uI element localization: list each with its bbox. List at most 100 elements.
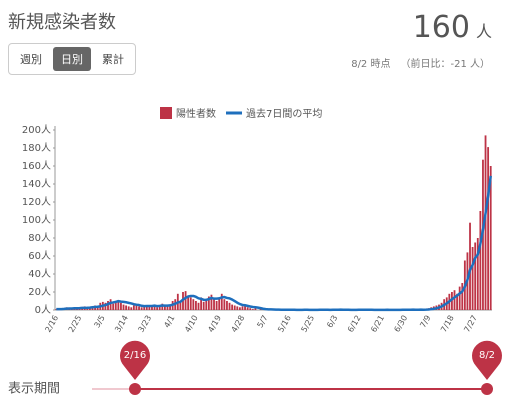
bar [489,166,492,310]
bar [148,305,151,310]
x-tick-label: 5/16 [276,314,293,334]
bar [215,301,218,310]
x-tick-label: 2/16 [43,314,60,334]
bar [197,302,200,310]
y-tick-label: 140人 [22,178,51,190]
bar [233,305,236,310]
x-tick-label: 3/14 [113,314,130,334]
bar [166,305,169,310]
bar [220,293,223,310]
day-diff: （前日比：-21 人） [400,59,490,70]
bar [169,304,171,310]
y-tick-label: 0人 [35,304,51,316]
x-tick-label: 4/19 [206,314,223,334]
bar [96,307,99,310]
x-tick-label: 7/9 [418,314,432,330]
bar [456,293,458,310]
as-of-date: 8/2 時点 [351,59,391,70]
x-tick-label: 3/23 [137,314,154,334]
bar [117,300,120,310]
x-tick-label: 4/10 [183,314,200,334]
x-tick-label: 4/28 [230,314,247,334]
bar [161,303,164,310]
tab-group: 週別 日別 累計 [8,43,136,75]
bar [479,211,482,310]
bar [205,300,208,310]
bar [156,307,159,310]
x-tick-label: 6/12 [346,314,363,334]
y-tick-label: 60人 [28,250,51,262]
legend-label: 陽性者数 [176,107,216,120]
bar [151,306,153,310]
bar [238,307,241,310]
slider-handle[interactable] [129,383,141,395]
y-tick-label: 80人 [28,232,51,244]
bar [184,291,187,310]
tab[interactable]: 累計 [102,53,124,66]
bar [259,309,262,310]
x-tick-label: 7/18 [439,314,456,334]
count-value: 160 [412,10,470,45]
y-tick-label: 40人 [28,268,51,280]
bar [236,306,239,310]
x-tick-label: 6/30 [392,314,409,334]
bar [189,297,192,310]
bar [451,292,453,310]
bar [158,305,161,310]
bar [104,302,107,310]
bar [254,308,257,310]
x-tick-label: 4/1 [162,314,176,330]
bar [213,299,215,310]
tab[interactable]: 日別 [53,47,91,71]
bar [210,294,213,310]
bar [474,242,477,310]
current-count: 160 人 [413,10,492,45]
period-end: 8/2 [479,350,495,361]
bar [125,305,128,310]
bar [471,247,474,310]
bar [122,304,125,310]
bar [226,301,228,310]
y-tick-label: 120人 [22,196,51,208]
x-tick-label: 6/3 [325,314,339,330]
slider-pin [471,340,503,380]
bar [461,283,464,310]
bar [127,306,130,310]
bar [249,308,252,310]
bar [132,305,135,310]
bar [244,304,246,310]
tab[interactable]: 週別 [20,53,42,66]
bar [153,304,156,310]
bar [453,290,456,310]
bar [187,296,190,310]
bar [138,306,140,310]
bar [140,307,143,310]
bar [223,299,226,310]
x-tick-label: 2/25 [67,314,84,334]
bar [112,303,115,310]
bar [143,305,146,310]
x-tick-label: 7/27 [462,314,479,334]
bar [200,297,203,310]
legend-swatch [160,107,172,119]
average-line [56,175,492,312]
count-unit: 人 [475,22,492,41]
bar [86,308,89,310]
title: 新規感染者数 [8,12,116,33]
bar [202,301,205,310]
bar [145,306,148,310]
slider-handle[interactable] [481,383,493,395]
bar [207,296,210,310]
bar [218,297,221,310]
x-tick-label: 5/7 [255,314,269,330]
count-note: 8/2 時点 （前日比：-21 人） [351,55,490,70]
bar [487,147,490,310]
bar [469,222,471,310]
bar [120,302,122,310]
legend-label: 過去7日間の平均 [246,108,322,120]
x-tick-label: 6/21 [369,314,386,334]
slider-pin [120,340,150,380]
bar [476,238,479,310]
bar [241,306,244,310]
